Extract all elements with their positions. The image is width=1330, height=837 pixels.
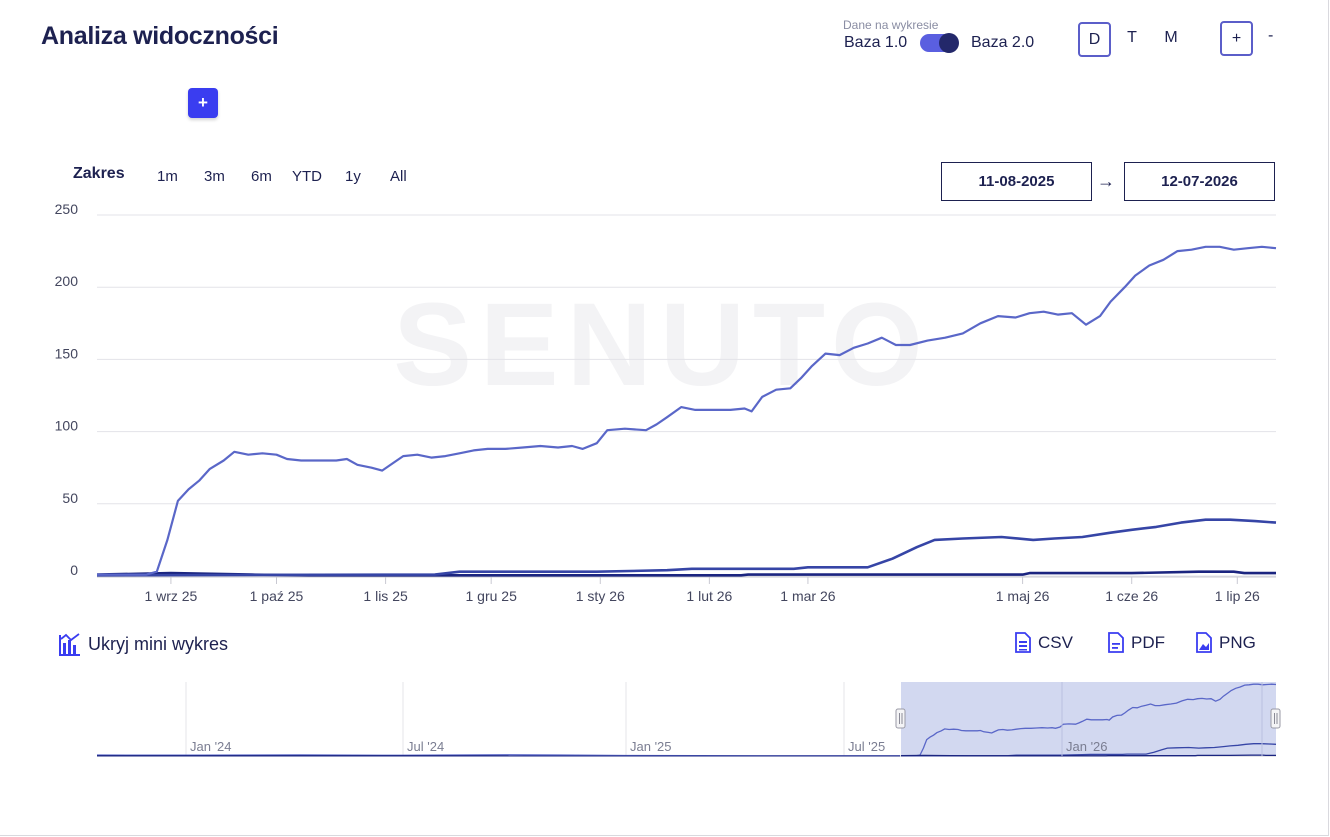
hide-mini-chart-button[interactable]: Ukryj mini wykres	[58, 631, 228, 657]
zoom-in-button[interactable]: +	[1220, 21, 1253, 56]
export-pdf-button[interactable]: PDF	[1108, 632, 1165, 653]
navigator-label: Jan '26	[1066, 739, 1108, 754]
x-tick-label: 1 lip 26	[1215, 588, 1260, 604]
y-tick-label: 250	[55, 201, 79, 217]
y-tick-label: 100	[55, 418, 79, 434]
period-month-button[interactable]: M	[1164, 29, 1178, 46]
navigator-series-3	[900, 754, 1276, 757]
zoom-out-button[interactable]: -	[1268, 27, 1274, 44]
handle-box[interactable]	[1270, 708, 1281, 729]
y-tick-label: 200	[55, 273, 79, 289]
base-toggle[interactable]	[920, 33, 959, 53]
x-tick-label: 1 mar 26	[780, 588, 835, 604]
toggle-knob[interactable]	[939, 33, 959, 53]
date-to-input[interactable]: 12-07-2026	[1124, 162, 1275, 201]
x-tick-label: 1 paź 25	[250, 588, 304, 604]
range-arrow: →	[1097, 171, 1115, 191]
x-tick-label: 1 lis 25	[363, 588, 408, 604]
navigator-label: Jan '25	[630, 739, 672, 754]
range-all-button[interactable]: All	[390, 168, 407, 185]
date-from-input[interactable]: 11-08-2025	[941, 162, 1092, 201]
period-week-button[interactable]: T	[1127, 29, 1137, 46]
hide-mini-label: Ukryj mini wykres	[88, 633, 229, 654]
navigator-label: Jul '24	[407, 739, 444, 754]
pdf-label: PDF	[1131, 632, 1165, 652]
period-day-button[interactable]: D	[1078, 22, 1111, 57]
x-tick-label: 1 gru 25	[465, 588, 517, 604]
range-1y-button[interactable]: 1y	[345, 168, 361, 185]
handle-box[interactable]	[895, 708, 906, 729]
x-tick-label: 1 sty 26	[576, 588, 625, 604]
navigator-right-handle[interactable]	[1270, 708, 1281, 729]
x-tick-label: 1 cze 26	[1105, 588, 1158, 604]
csv-label: CSV	[1038, 632, 1073, 652]
pdf-file-icon	[1108, 632, 1124, 653]
navigator-left-handle[interactable]	[895, 708, 906, 729]
range-3m-button[interactable]: 3m	[204, 168, 225, 185]
base-1-label[interactable]: Baza 1.0	[844, 34, 908, 51]
x-tick-label: 1 maj 26	[996, 588, 1050, 604]
x-tick-label: 1 lut 26	[686, 588, 732, 604]
range-1m-button[interactable]: 1m	[157, 168, 178, 185]
export-csv-button[interactable]: CSV	[1015, 632, 1073, 653]
png-label: PNG	[1219, 632, 1256, 652]
csv-file-icon	[1015, 632, 1031, 653]
y-tick-label: 50	[62, 490, 78, 506]
navigator-series-1	[901, 683, 1277, 757]
range-6m-button[interactable]: 6m	[251, 168, 272, 185]
series-line-1[interactable]	[97, 245, 1277, 576]
range-ytd-button[interactable]: YTD	[292, 168, 322, 185]
y-tick-label: 150	[55, 345, 79, 361]
page-title: Analiza widoczności	[41, 22, 279, 50]
navigator-series-2	[900, 743, 1277, 757]
export-png-button[interactable]: PNG	[1196, 632, 1256, 653]
series-line-2[interactable]	[96, 518, 1277, 577]
watermark-text: SENUTO	[393, 279, 931, 411]
navigator-label: Jul '25	[848, 739, 885, 754]
x-tick-label: 1 wrz 25	[144, 588, 197, 604]
range-label: Zakres	[73, 165, 125, 182]
png-file-icon	[1196, 632, 1212, 653]
base-2-label[interactable]: Baza 2.0	[971, 34, 1035, 51]
visibility-chart[interactable]: SENUTO 0 50 100 150 200 250 1 wrz 25 1 paź 25 1…	[0, 195, 1330, 615]
navigator-label: Jan '24	[190, 739, 232, 754]
add-domain-button[interactable]: +	[188, 88, 218, 118]
data-source-caption: Dane na wykresie	[843, 18, 939, 32]
y-tick-label: 0	[70, 562, 78, 578]
chart-bars-icon	[59, 633, 80, 656]
